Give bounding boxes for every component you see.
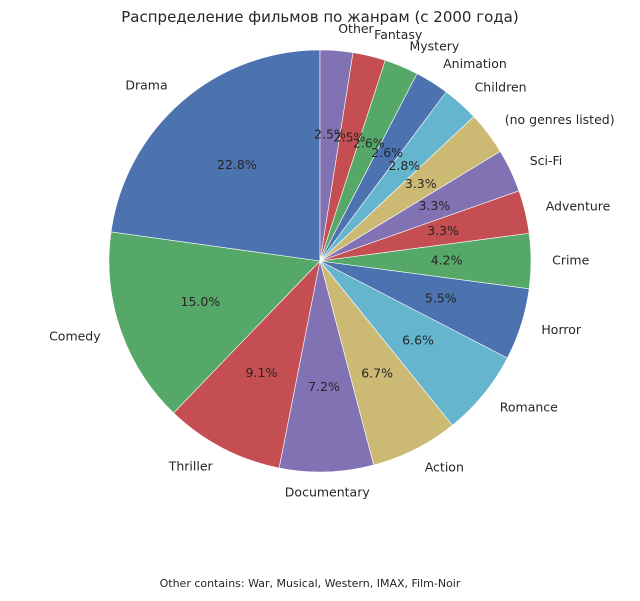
pie-slice-thriller bbox=[173, 260, 321, 469]
pie-slice-comedy bbox=[108, 231, 321, 414]
percent-label-animation: 2.6% bbox=[371, 145, 403, 160]
pie-slice-drama bbox=[110, 49, 321, 262]
percent-label-crime: 4.2% bbox=[431, 253, 463, 268]
percent-label-documentary: 7.2% bbox=[308, 379, 340, 394]
category-label-romance: Romance bbox=[500, 399, 558, 414]
chart-footnote: Other contains: War, Musical, Western, I… bbox=[160, 577, 461, 590]
category-label-no-genres-listed: (no genres listed) bbox=[505, 112, 615, 127]
category-label-horror: Horror bbox=[541, 322, 581, 337]
category-label-thriller: Thriller bbox=[168, 458, 214, 473]
category-label-children: Children bbox=[475, 79, 527, 94]
category-label-animation: Animation bbox=[443, 56, 507, 71]
chart-title: Распределение фильмов по жанрам (с 2000 … bbox=[121, 8, 518, 26]
percent-label-drama: 22.8% bbox=[217, 157, 257, 172]
percent-label-no-genres-listed: 3.3% bbox=[405, 176, 437, 191]
percent-label-adventure: 3.3% bbox=[427, 223, 459, 238]
percent-label-children: 2.8% bbox=[388, 158, 420, 173]
category-label-comedy: Comedy bbox=[49, 328, 101, 343]
category-label-crime: Crime bbox=[552, 253, 590, 268]
pie-slices bbox=[108, 49, 532, 473]
percent-label-romance: 6.6% bbox=[402, 333, 434, 348]
category-label-mystery: Mystery bbox=[409, 38, 459, 53]
percent-label-action: 6.7% bbox=[361, 365, 393, 380]
percent-label-mystery: 2.6% bbox=[353, 136, 385, 151]
category-label-drama: Drama bbox=[125, 77, 167, 92]
percent-label-thriller: 9.1% bbox=[246, 365, 278, 380]
percent-label-other: 2.5% bbox=[314, 126, 346, 141]
category-label-sci-fi: Sci-Fi bbox=[530, 153, 563, 168]
category-label-other: Other bbox=[338, 21, 374, 36]
percent-label-fantasy: 2.5% bbox=[334, 129, 366, 144]
percent-label-horror: 5.5% bbox=[425, 290, 457, 305]
percent-label-sci-fi: 3.3% bbox=[418, 198, 450, 213]
percent-label-comedy: 15.0% bbox=[181, 294, 221, 309]
category-labels: Drama Comedy Thriller Documentary Action Roma… bbox=[49, 21, 615, 499]
percent-labels: 22.8% 15.0% 9.1% 7.2% 6.7% 6.6% 5.5% 4.2% 3.3% 3.… bbox=[181, 126, 463, 394]
category-label-fantasy: Fantasy bbox=[374, 27, 423, 42]
category-label-adventure: Adventure bbox=[546, 198, 611, 213]
category-label-documentary: Documentary bbox=[285, 484, 371, 499]
category-label-action: Action bbox=[425, 460, 464, 475]
pie-slice-other bbox=[319, 49, 354, 262]
